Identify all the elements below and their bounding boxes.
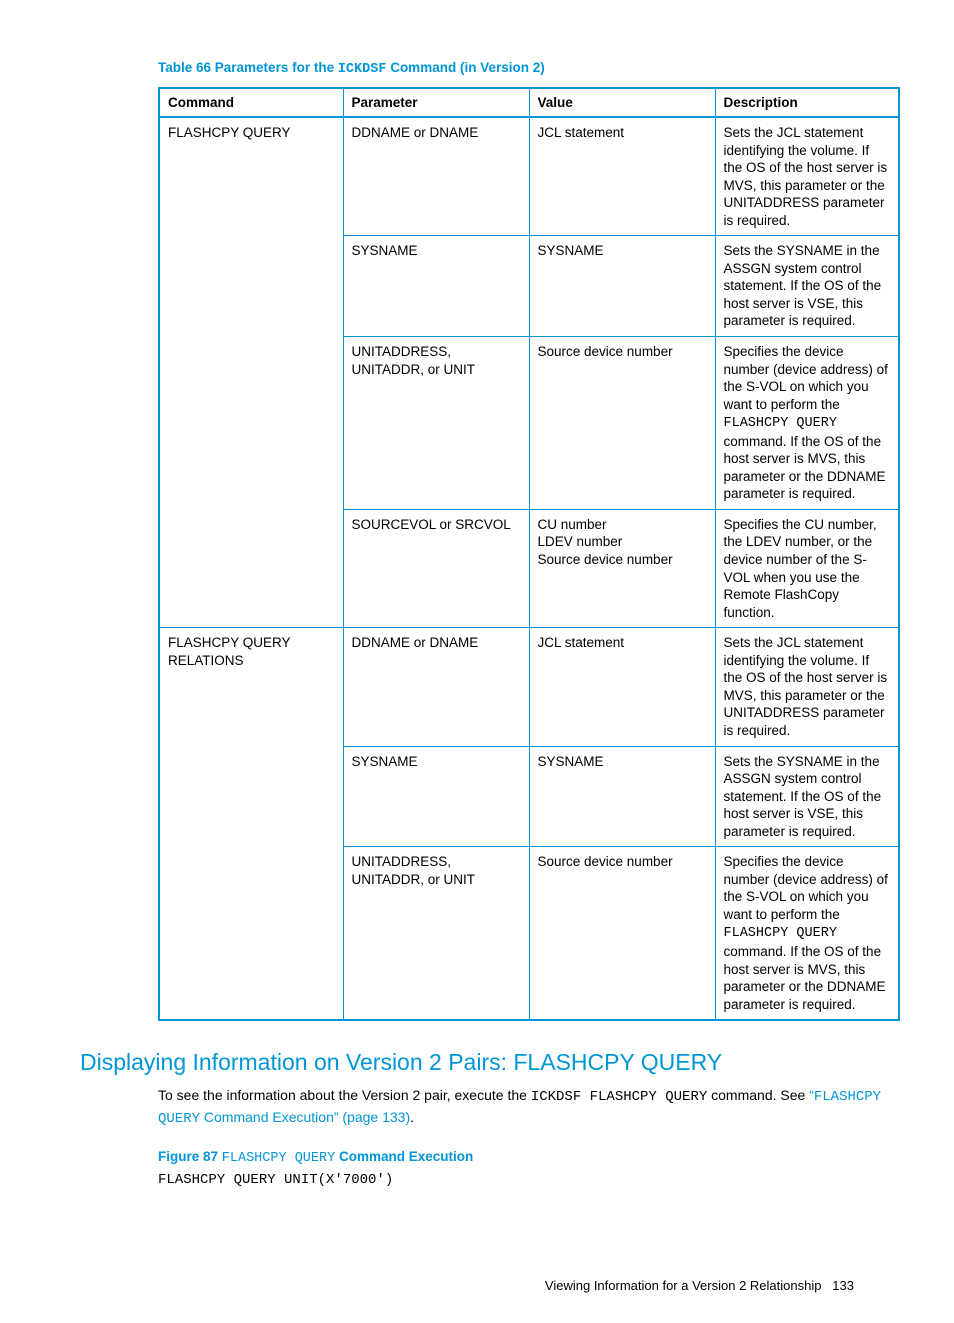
parameter-cell: SYSNAME bbox=[343, 746, 529, 847]
description-cell: Sets the SYSNAME in the ASSGN system con… bbox=[715, 236, 899, 337]
footer-text: Viewing Information for a Version 2 Rela… bbox=[545, 1278, 822, 1293]
description-cell: Specifies the device number (device addr… bbox=[715, 337, 899, 510]
parameter-cell: SYSNAME bbox=[343, 236, 529, 337]
command-cell: FLASHCPY QUERY bbox=[159, 117, 343, 628]
value-cell: SYSNAME bbox=[529, 236, 715, 337]
parameters-table: CommandParameterValueDescription FLASHCP… bbox=[158, 87, 900, 1021]
fig-title-suffix: Command Execution bbox=[335, 1149, 473, 1164]
figure-title: Figure 87 FLASHCPY QUERY Command Executi… bbox=[158, 1149, 894, 1166]
code-block: FLASHCPY QUERY UNIT(X'7000') bbox=[158, 1172, 894, 1188]
description-cell: Sets the SYSNAME in the ASSGN system con… bbox=[715, 746, 899, 847]
table-title-prefix: Table 66 Parameters for the bbox=[158, 60, 338, 75]
column-header: Value bbox=[529, 88, 715, 117]
description-cell: Specifies the device number (device addr… bbox=[715, 847, 899, 1020]
column-header: Command bbox=[159, 88, 343, 117]
description-cell: Sets the JCL statement identifying the v… bbox=[715, 117, 899, 236]
value-cell: SYSNAME bbox=[529, 746, 715, 847]
value-cell: CU numberLDEV numberSource device number bbox=[529, 509, 715, 627]
parameter-cell: UNITADDRESS, UNITADDR, or UNIT bbox=[343, 847, 529, 1020]
para-pre: To see the information about the Version… bbox=[158, 1087, 531, 1103]
table-title-code: ICKDSF bbox=[338, 62, 387, 77]
link-text: Command Execution” (page 133) bbox=[200, 1109, 410, 1125]
parameter-cell: UNITADDRESS, UNITADDR, or UNIT bbox=[343, 337, 529, 510]
description-cell: Sets the JCL statement identifying the v… bbox=[715, 628, 899, 746]
value-cell: JCL statement bbox=[529, 117, 715, 236]
value-cell: Source device number bbox=[529, 847, 715, 1020]
description-cell: Specifies the CU number, the LDEV number… bbox=[715, 509, 899, 627]
page-footer: Viewing Information for a Version 2 Rela… bbox=[80, 1278, 854, 1293]
para-end: . bbox=[410, 1109, 414, 1125]
para-post: command. See bbox=[707, 1087, 809, 1103]
parameter-cell: SOURCEVOL or SRCVOL bbox=[343, 509, 529, 627]
fig-title-code: FLASHCPY QUERY bbox=[222, 1151, 335, 1166]
value-cell: JCL statement bbox=[529, 628, 715, 746]
parameter-cell: DDNAME or DNAME bbox=[343, 117, 529, 236]
table-title-suffix: Command (in Version 2) bbox=[386, 60, 544, 75]
column-header: Description bbox=[715, 88, 899, 117]
footer-page: 133 bbox=[832, 1278, 854, 1293]
para-cmd: ICKDSF FLASHCPY QUERY bbox=[531, 1089, 707, 1105]
body-paragraph: To see the information about the Version… bbox=[158, 1086, 894, 1129]
column-header: Parameter bbox=[343, 88, 529, 117]
parameter-cell: DDNAME or DNAME bbox=[343, 628, 529, 746]
command-cell: FLASHCPY QUERY RELATIONS bbox=[159, 628, 343, 1020]
table-title: Table 66 Parameters for the ICKDSF Comma… bbox=[158, 60, 894, 77]
section-heading: Displaying Information on Version 2 Pair… bbox=[80, 1049, 894, 1076]
value-cell: Source device number bbox=[529, 337, 715, 510]
fig-title-prefix: Figure 87 bbox=[158, 1149, 222, 1164]
